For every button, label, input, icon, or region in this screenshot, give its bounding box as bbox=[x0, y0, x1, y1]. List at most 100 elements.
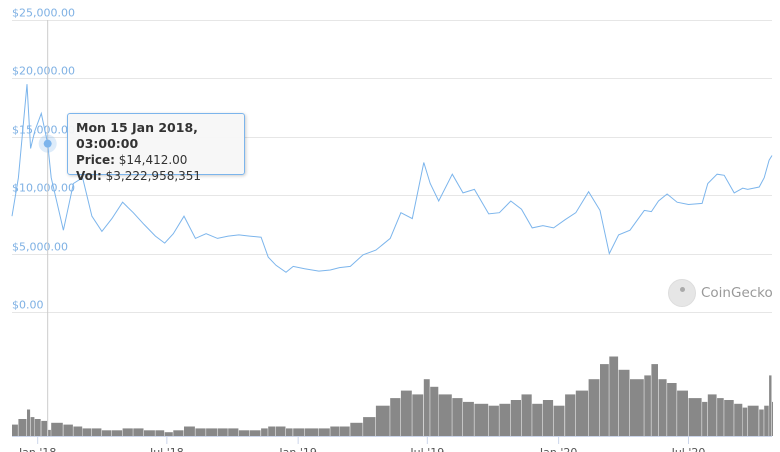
volume-bar bbox=[423, 379, 430, 436]
volume-bar bbox=[206, 428, 217, 436]
volume-bar bbox=[764, 405, 769, 436]
gecko-logo-icon bbox=[668, 279, 696, 307]
volume-bar bbox=[286, 428, 293, 436]
volume-bar bbox=[339, 426, 350, 436]
watermark-text: CoinGecko bbox=[701, 285, 773, 301]
volume-bar bbox=[30, 417, 35, 436]
volume-bar bbox=[350, 422, 363, 437]
volume-bar bbox=[600, 364, 609, 436]
tooltip-date: Mon 15 Jan 2018, 03:00:00 bbox=[76, 120, 198, 151]
volume-bar bbox=[41, 420, 48, 436]
volume-bar bbox=[717, 398, 724, 436]
volume-bar bbox=[101, 430, 112, 436]
volume-bar bbox=[474, 403, 489, 436]
x-tick-label: Jul '20 bbox=[671, 446, 706, 452]
volume-bar bbox=[144, 430, 155, 436]
volume-bar bbox=[463, 401, 474, 436]
volume-bar bbox=[276, 426, 286, 436]
volume-bar bbox=[677, 390, 688, 436]
volume-bar bbox=[438, 394, 452, 436]
x-axis: Jan '18 Jul '18 Jan '19 Jul '19 Jan '20 Jul '… bbox=[12, 436, 772, 452]
volume-bar bbox=[173, 430, 184, 436]
volume-bar bbox=[724, 400, 734, 436]
volume-bar bbox=[667, 383, 677, 436]
tooltip-vol-label: Vol: bbox=[76, 169, 102, 183]
volume-bar bbox=[644, 375, 651, 436]
x-tick-label: Jan '19 bbox=[278, 446, 316, 452]
volume-bar bbox=[293, 428, 305, 436]
volume-bar bbox=[27, 409, 31, 436]
volume-bar bbox=[164, 432, 173, 436]
x-tick-label: Jan '18 bbox=[18, 446, 56, 452]
hover-halo bbox=[38, 134, 57, 153]
volume-bar bbox=[488, 405, 499, 436]
volume-bar bbox=[375, 405, 390, 436]
volume-bar bbox=[430, 386, 439, 436]
tooltip: Mon 15 Jan 2018, 03:00:00 Price: $14,412… bbox=[67, 113, 245, 183]
volume-bar bbox=[400, 390, 412, 436]
x-tick-label: Jul '18 bbox=[149, 446, 184, 452]
volume-bars bbox=[12, 356, 773, 437]
volume-bar bbox=[532, 403, 543, 436]
volume-bar bbox=[363, 417, 376, 436]
volume-bar bbox=[707, 394, 717, 436]
volume-bar bbox=[330, 426, 340, 436]
volume-bar bbox=[390, 398, 401, 436]
volume-bar bbox=[609, 356, 619, 436]
volume-bar bbox=[542, 400, 554, 436]
volume-bar bbox=[82, 428, 92, 436]
volume-bar bbox=[412, 394, 424, 436]
tooltip-price-label: Price: bbox=[76, 153, 115, 167]
volume-bar bbox=[184, 426, 195, 436]
y-tick-label: $5,000.00 bbox=[12, 241, 68, 254]
volume-bar bbox=[122, 428, 133, 436]
x-tick-label: Jul '19 bbox=[409, 446, 444, 452]
volume-bar bbox=[772, 401, 773, 436]
y-tick-label: $20,000.00 bbox=[12, 65, 75, 78]
volume-bar bbox=[111, 430, 123, 436]
volume-bar bbox=[228, 428, 239, 436]
volume-bar bbox=[304, 428, 319, 436]
volume-bar bbox=[747, 405, 759, 436]
price-line bbox=[11, 84, 773, 273]
tooltip-vol-value: $3,222,958,351 bbox=[105, 169, 202, 183]
volume-bar bbox=[769, 375, 772, 436]
volume-bar bbox=[63, 424, 73, 436]
volume-bar bbox=[133, 428, 144, 436]
volume-bar bbox=[618, 369, 630, 437]
volume-bar bbox=[268, 426, 276, 436]
volume-bar bbox=[51, 422, 63, 437]
y-tick-label: $0.00 bbox=[12, 299, 44, 312]
volume-bar bbox=[499, 403, 511, 436]
volume-bar bbox=[702, 401, 708, 436]
volume-bar bbox=[658, 379, 667, 436]
volume-bar bbox=[565, 394, 576, 436]
volume-bar bbox=[18, 419, 27, 436]
volume-bar bbox=[575, 390, 589, 436]
volume-bar bbox=[521, 394, 532, 436]
volume-bar bbox=[91, 428, 102, 436]
volume-bar bbox=[759, 409, 764, 436]
volume-bar bbox=[651, 364, 658, 436]
volume-bar bbox=[742, 407, 748, 436]
volume-bar bbox=[238, 430, 250, 436]
volume-bar bbox=[553, 405, 565, 436]
volume-bar bbox=[688, 398, 702, 436]
volume-bar bbox=[452, 398, 463, 436]
volume-bar bbox=[155, 430, 165, 436]
volume-bar bbox=[588, 379, 600, 436]
volume-bar bbox=[261, 428, 268, 436]
y-tick-label: $25,000.00 bbox=[12, 7, 75, 20]
x-tick-label: Jan '20 bbox=[539, 446, 577, 452]
y-tick-label: $10,000.00 bbox=[12, 182, 75, 195]
volume-bar bbox=[195, 428, 206, 436]
hover-marker bbox=[43, 139, 52, 148]
coingecko-watermark: CoinGecko bbox=[668, 279, 773, 307]
volume-bar bbox=[217, 428, 228, 436]
y-axis-labels: $0.00 $5,000.00 $10,000.00 $15,000.00 $20,00… bbox=[12, 7, 75, 312]
tooltip-price-value: $14,412.00 bbox=[118, 153, 188, 167]
volume-bar bbox=[12, 424, 18, 436]
volume-bar bbox=[34, 419, 41, 436]
volume-bar bbox=[73, 426, 83, 436]
